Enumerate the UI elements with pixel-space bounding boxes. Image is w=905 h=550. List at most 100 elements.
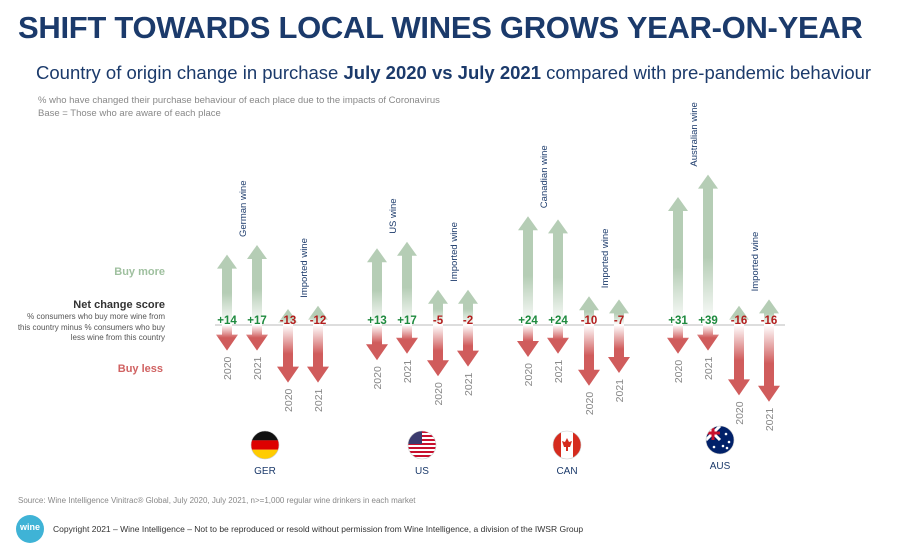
buy-more-arrow: [428, 289, 448, 325]
buy-less-arrow: [608, 325, 630, 373]
net-score-label: -5: [433, 315, 444, 327]
flag-outline: [552, 430, 582, 460]
buy-less-arrow: [396, 325, 418, 354]
buy-more-arrow: [247, 245, 267, 325]
net-score-label: +17: [397, 315, 417, 327]
buy-more-arrow: [759, 299, 779, 325]
net-desc-line: this country minus % consumers who buy: [17, 322, 165, 332]
legend-buy-more: Buy more: [114, 266, 165, 278]
net-score-label: -12: [310, 315, 327, 327]
year-label: 2020: [734, 401, 746, 425]
buy-less-arrow: [728, 325, 750, 396]
union-jack-cross: [706, 426, 720, 440]
flag-stripe: [408, 451, 436, 453]
subtitle: Country of origin change in purchase Jul…: [36, 62, 871, 84]
market-code-label: US: [415, 466, 429, 477]
category-label: Australian wine: [689, 102, 700, 166]
australia-flag: [705, 425, 735, 455]
buy-less-arrow: [277, 325, 299, 383]
year-label: 2021: [252, 356, 264, 380]
buy-less-arrow: [667, 325, 689, 354]
market-code-label: GER: [254, 466, 276, 477]
year-label: 2021: [764, 408, 776, 432]
wine-intelligence-logo: wine: [16, 515, 44, 543]
flag-stripe: [251, 431, 279, 441]
canada-flag: [552, 430, 582, 460]
net-score-label: -7: [614, 315, 624, 327]
star-icon: [712, 445, 716, 449]
year-label: 2021: [313, 388, 325, 412]
flag-body: [706, 426, 734, 454]
buy-more-arrow: [518, 216, 538, 325]
buy-less-arrow: [216, 325, 238, 351]
usa-flag: [407, 430, 437, 460]
net-score-label: -10: [581, 315, 598, 327]
legend-net-title: Net change score: [73, 299, 165, 311]
year-label: 2020: [673, 360, 685, 384]
net-score-label: -2: [463, 315, 473, 327]
category-label: US wine: [388, 198, 399, 233]
category-label: Imported wine: [750, 232, 761, 292]
page-title: SHIFT TOWARDS LOCAL WINES GROWS YEAR-ON-…: [18, 10, 863, 45]
net-score-label: -13: [280, 315, 297, 327]
buy-more-arrow: [308, 305, 328, 325]
year-label: 2020: [372, 366, 384, 390]
flag-body: [553, 431, 581, 459]
buy-more-arrow: [458, 289, 478, 325]
buy-less-arrow: [366, 325, 388, 361]
source-note: Source: Wine Intelligence Vinitrac® Glob…: [18, 496, 416, 505]
note-question: % who have changed their purchase behavi…: [38, 95, 440, 106]
star-icon: [725, 446, 729, 450]
category-label: Imported wine: [600, 229, 611, 289]
germany-flag: [250, 430, 280, 460]
net-score-label: -16: [761, 315, 778, 327]
buy-less-arrow: [517, 325, 539, 357]
flag-outline: [407, 430, 437, 460]
subtitle-post: compared with pre-pandemic behaviour: [540, 62, 872, 83]
year-label: 2021: [402, 360, 414, 384]
buy-more-arrow: [548, 219, 568, 325]
year-label: 2020: [283, 388, 295, 412]
category-label: Imported wine: [299, 238, 310, 298]
market-code-label: CAN: [556, 466, 577, 477]
net-score-label: +14: [217, 315, 237, 327]
legend-buy-less: Buy less: [117, 363, 163, 375]
buy-less-arrow: [457, 325, 479, 367]
year-label: 2020: [222, 356, 234, 380]
buy-more-arrow: [668, 197, 688, 325]
star-icon: [727, 440, 731, 444]
net-score-label: +24: [548, 315, 568, 327]
note-base: Base = Those who are aware of each place: [38, 108, 221, 119]
buy-less-arrow: [547, 325, 569, 354]
net-desc-line: % consumers who buy more wine from: [27, 312, 165, 321]
flag-stripe: [408, 447, 436, 449]
year-label: 2020: [433, 382, 445, 406]
net-score-label: +17: [247, 315, 267, 327]
legend-net-desc: % consumers who buy more wine from this …: [18, 312, 165, 344]
flag-body: [251, 431, 279, 459]
net-score-label: +24: [518, 315, 538, 327]
year-label: 2020: [523, 363, 535, 387]
buy-more-arrow: [367, 248, 387, 325]
net-score-label: +13: [367, 315, 387, 327]
flag-outline: [250, 430, 280, 460]
year-label: 2021: [614, 379, 626, 403]
buy-more-arrow: [729, 305, 749, 325]
category-label: Imported wine: [449, 222, 460, 282]
subtitle-bold: July 2020 vs July 2021: [343, 62, 541, 83]
buy-less-arrow: [697, 325, 719, 351]
net-desc-line: less wine from this country: [70, 333, 165, 342]
star-icon: [721, 444, 725, 448]
net-score-label: +31: [668, 315, 688, 327]
buy-more-arrow: [698, 174, 718, 325]
flag-band: [553, 431, 561, 459]
buy-more-arrow: [397, 241, 417, 325]
buy-more-arrow: [579, 296, 599, 325]
copyright: Copyright 2021 – Wine Intelligence – Not…: [53, 524, 584, 534]
buy-more-arrow: [609, 299, 629, 325]
flag-stripe: [251, 449, 279, 459]
net-score-label: +39: [698, 315, 718, 327]
buy-more-arrow: [217, 254, 237, 325]
